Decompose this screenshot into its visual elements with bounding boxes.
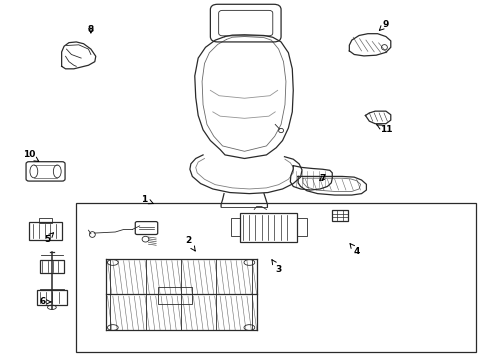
Text: 8: 8	[88, 25, 94, 34]
Bar	[239, 213, 297, 242]
Text: 4: 4	[349, 244, 359, 256]
Text: 11: 11	[376, 125, 391, 134]
Text: 3: 3	[271, 260, 281, 274]
Text: 1: 1	[141, 195, 153, 204]
Text: 7: 7	[319, 174, 325, 183]
Bar	[76, 203, 475, 352]
Bar	[29, 222, 62, 240]
Bar	[37, 291, 66, 305]
Text: 10: 10	[23, 150, 39, 162]
Bar	[158, 287, 191, 304]
Text: 9: 9	[379, 19, 388, 31]
Text: 5: 5	[44, 233, 54, 244]
Bar	[39, 218, 52, 223]
Text: 2: 2	[185, 237, 195, 251]
Bar	[230, 219, 239, 236]
Bar	[40, 260, 64, 273]
Bar	[297, 219, 306, 236]
Bar	[331, 210, 347, 221]
Text: 6: 6	[39, 297, 51, 306]
